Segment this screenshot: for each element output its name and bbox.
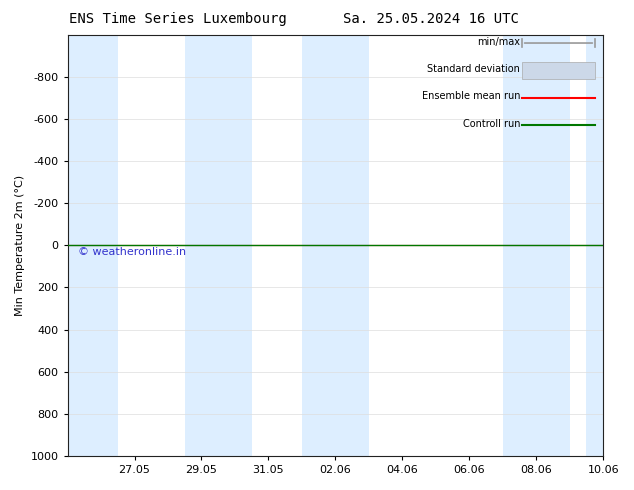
- Text: Ensemble mean run: Ensemble mean run: [422, 92, 520, 101]
- Text: min/max: min/max: [477, 37, 520, 47]
- Text: Controll run: Controll run: [463, 119, 520, 129]
- Text: © weatheronline.in: © weatheronline.in: [78, 247, 186, 257]
- Text: ENS Time Series Luxembourg: ENS Time Series Luxembourg: [68, 12, 287, 26]
- Bar: [522, 62, 595, 79]
- Bar: [586, 35, 603, 456]
- Y-axis label: Min Temperature 2m (°C): Min Temperature 2m (°C): [15, 175, 25, 316]
- Bar: [503, 35, 570, 456]
- Bar: [302, 35, 369, 456]
- Text: Sa. 25.05.2024 16 UTC: Sa. 25.05.2024 16 UTC: [343, 12, 519, 26]
- Text: Standard deviation: Standard deviation: [427, 64, 520, 74]
- Bar: [68, 35, 118, 456]
- Bar: [184, 35, 252, 456]
